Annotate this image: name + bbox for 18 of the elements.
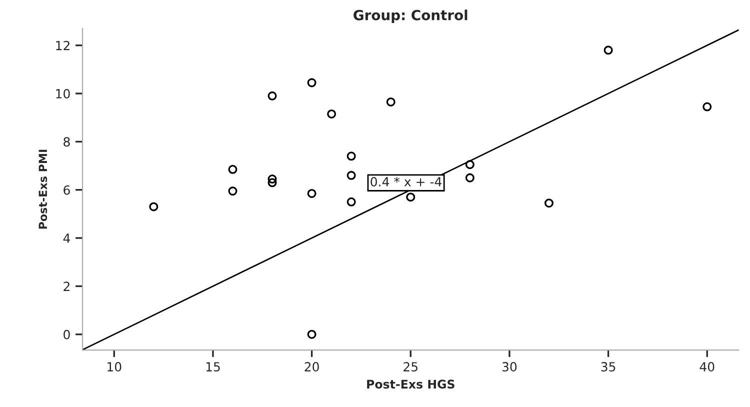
chart-title: Group: Control [354, 10, 468, 24]
x-axis-title: Post-Exs HGS [367, 380, 454, 389]
annotation: 0.4 * x + -4 [370, 176, 442, 186]
y-tick-label: 4 [63, 234, 70, 243]
x-tick-label: 30 [502, 362, 517, 372]
x-tick-label: 15 [206, 362, 220, 372]
y-tick-label: 6 [64, 185, 70, 195]
x-tick-label: 25 [404, 362, 418, 372]
y-tick-label: 10 [56, 88, 70, 98]
x-tick-label: 20 [304, 362, 319, 372]
y-axis-title: Post-Exs PMI [38, 150, 48, 229]
y-tick-label: 8 [64, 137, 70, 147]
x-tick-label: 35 [601, 362, 616, 372]
x-tick-label: 40 [700, 362, 714, 372]
y-tick-label: 0 [64, 330, 70, 340]
x-tick-label: 10 [108, 362, 122, 372]
y-tick-label: 12 [56, 40, 70, 50]
y-tick-label: 2 [64, 282, 70, 291]
